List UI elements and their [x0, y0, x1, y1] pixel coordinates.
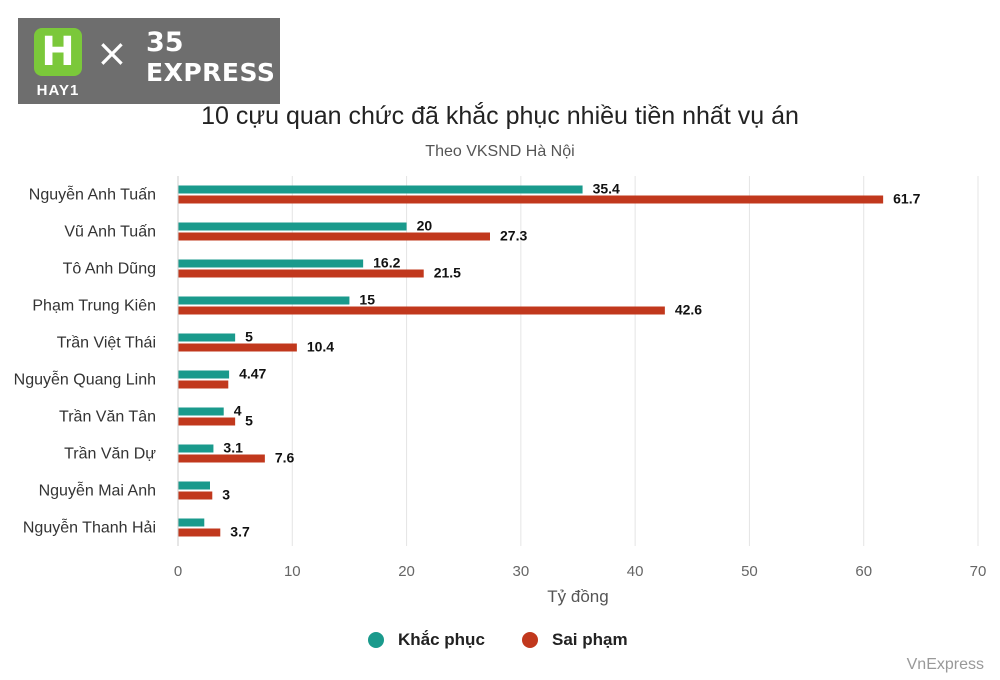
legend-label-khac-phuc: Khắc phục — [398, 630, 485, 649]
data-label: 61.7 — [893, 191, 920, 207]
bar — [178, 259, 364, 268]
data-label: 10.4 — [307, 339, 334, 355]
cross-icon: × — [96, 31, 128, 75]
category-label: Trần Việt Thái — [57, 335, 156, 352]
bar — [178, 370, 230, 379]
x-tick-label: 30 — [513, 563, 530, 580]
category-label: Nguyễn Thanh Hải — [23, 518, 156, 537]
hay1-logo-caption: HAY1 — [36, 82, 80, 99]
x-tick-label: 50 — [741, 563, 758, 580]
x-axis-title: Tỷ đồng — [547, 587, 608, 606]
data-label: 5 — [245, 413, 253, 429]
bar — [178, 185, 583, 194]
hay1-logo-letter: H — [41, 29, 75, 75]
bar-chart: 0 10 20 30 40 50 60 70 Tỷ đồng Nguyễn Anh Tuấn 35.… — [14, 176, 987, 606]
bar — [178, 195, 884, 204]
category-label: Trần Văn Tân — [59, 409, 156, 426]
bar — [178, 518, 205, 527]
brand-line-1: 35 — [146, 27, 184, 58]
brand-line-2: EXPRESS — [146, 58, 276, 87]
data-label: 3.1 — [223, 440, 243, 456]
chart-subtitle: Theo VKSND Hà Nội — [425, 143, 575, 160]
bar — [178, 417, 236, 426]
bar — [178, 454, 265, 463]
chart-legend: Khắc phục Sai phạm — [0, 630, 1000, 654]
data-label: 27.3 — [500, 228, 527, 244]
data-label: 16.2 — [373, 255, 400, 271]
bar — [178, 481, 210, 490]
bar — [178, 380, 229, 389]
x-tick-label: 60 — [855, 563, 872, 580]
x-tick-label: 10 — [284, 563, 301, 580]
bar — [178, 343, 297, 352]
data-label: 5 — [245, 329, 253, 345]
bar — [178, 407, 224, 416]
data-label: 20 — [417, 218, 433, 234]
legend-swatch-khac-phuc — [368, 632, 384, 648]
bar — [178, 444, 214, 453]
data-label: 4.47 — [239, 366, 266, 382]
data-label: 4 — [234, 403, 242, 419]
x-tick-label: 40 — [627, 563, 644, 580]
bar — [178, 232, 490, 241]
category-label: Nguyễn Anh Tuấn — [29, 185, 156, 204]
category-label: Tô Anh Dũng — [63, 261, 156, 278]
category-label: Phạm Trung Kiên — [32, 298, 156, 315]
bar — [178, 269, 424, 278]
x-tick-label: 70 — [970, 563, 987, 580]
legend-label-sai-pham: Sai phạm — [552, 630, 628, 649]
hay1-logo-icon — [34, 28, 82, 76]
data-label: 35.4 — [593, 181, 620, 197]
data-label: 3 — [222, 487, 230, 503]
bar — [178, 296, 350, 305]
x-tick-label: 20 — [398, 563, 415, 580]
data-label: 42.6 — [675, 302, 702, 318]
x-tick-label: 0 — [174, 563, 182, 580]
bar — [178, 491, 213, 500]
chart-title: 10 cựu quan chức đã khắc phục nhiều tiền… — [201, 102, 799, 130]
bar — [178, 306, 665, 315]
data-label: 21.5 — [434, 265, 461, 281]
data-label: 7.6 — [275, 450, 295, 466]
bar — [178, 528, 221, 537]
legend-item-khac-phuc[interactable]: Khắc phục — [368, 630, 485, 650]
source-credit: VnExpress — [906, 656, 984, 673]
bar — [178, 333, 236, 342]
category-label: Trần Văn Dự — [64, 446, 156, 463]
bar — [178, 222, 407, 231]
data-label: 15 — [359, 292, 375, 308]
data-label: 3.7 — [230, 524, 250, 540]
legend-item-sai-pham[interactable]: Sai phạm — [522, 630, 628, 650]
legend-swatch-sai-pham — [522, 632, 538, 648]
category-label: Nguyễn Mai Anh — [39, 481, 156, 500]
category-label: Nguyễn Quang Linh — [14, 370, 156, 389]
category-label: Vũ Anh Tuấn — [64, 224, 156, 241]
